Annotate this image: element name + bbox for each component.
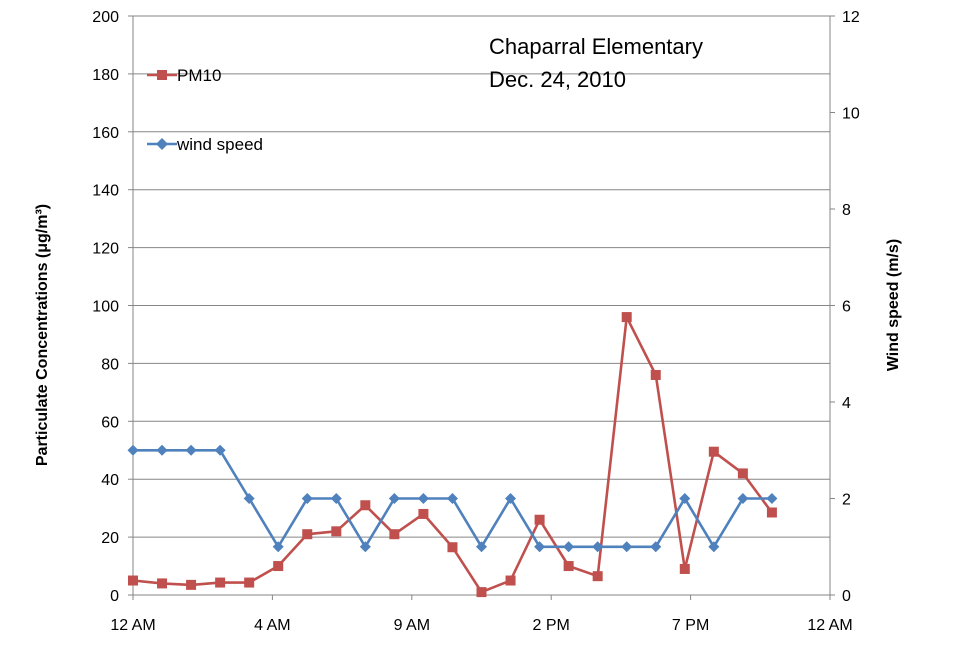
x-axis-tick-label: 4 AM [254, 617, 290, 634]
x-axis-tick-labels: 12 AM 4 AM 9 AM 2 PM 7 PM 12 AM [110, 617, 852, 634]
x-axis-tick-label: 12 AM [807, 617, 852, 634]
data-point-wind-speed [679, 493, 691, 504]
data-point-pm10 [476, 587, 487, 598]
data-point-wind-speed [505, 493, 517, 504]
data-point-wind-speed [272, 541, 284, 553]
right-axis-tick-label: 8 [842, 202, 851, 219]
series-wind-speed [127, 444, 778, 553]
right-axis-tick-label: 4 [842, 395, 851, 412]
left-axis-tick-label: 80 [101, 356, 119, 373]
data-point-wind-speed [708, 541, 720, 553]
legend-marker-pm10 [157, 70, 167, 80]
right-axis-tick-labels: 0 2 4 6 8 10 12 [842, 9, 860, 605]
data-point-pm10 [157, 578, 168, 589]
left-axis-tick-label: 120 [92, 241, 119, 258]
left-axis-tick-label: 140 [92, 183, 119, 200]
legend-label-wind-speed: wind speed [176, 135, 263, 154]
right-axis-tick-label: 2 [842, 492, 851, 509]
data-point-wind-speed [243, 493, 255, 504]
legend: PM10 wind speed [147, 66, 263, 154]
data-point-pm10 [621, 312, 632, 323]
data-point-pm10 [418, 508, 429, 519]
data-point-pm10 [360, 500, 371, 511]
left-axis-tick-label: 20 [101, 530, 119, 547]
left-axis-tick-label: 40 [101, 472, 119, 489]
series-layer [127, 312, 778, 598]
series-pm10 [128, 312, 777, 598]
left-axis-tick-labels: 0 20 40 60 80 100 120 140 160 180 200 [92, 9, 119, 605]
data-point-wind-speed [534, 541, 546, 553]
data-point-pm10 [708, 446, 719, 457]
data-point-pm10 [737, 468, 748, 479]
data-point-wind-speed [417, 493, 429, 504]
data-point-pm10 [302, 529, 313, 540]
data-point-wind-speed [388, 493, 400, 504]
data-point-pm10 [563, 561, 574, 572]
data-point-pm10 [505, 575, 516, 586]
x-axis-tick-label: 9 AM [394, 617, 430, 634]
gridlines [133, 15, 830, 538]
data-point-wind-speed [737, 493, 749, 504]
data-point-wind-speed [214, 444, 226, 456]
data-point-wind-speed [359, 541, 371, 553]
data-point-wind-speed [127, 444, 139, 456]
data-point-pm10 [766, 507, 777, 518]
left-axis-tick-label: 100 [92, 299, 119, 316]
left-axis-title: Particulate Concentrations (μg/m³) [34, 204, 51, 466]
data-point-pm10 [273, 561, 284, 572]
left-axis-tick-label: 160 [92, 125, 119, 142]
data-point-pm10 [244, 577, 255, 588]
data-point-pm10 [679, 563, 690, 574]
x-axis-tick-label: 12 AM [110, 617, 155, 634]
data-point-pm10 [186, 579, 197, 590]
data-point-pm10 [650, 369, 661, 380]
data-point-pm10 [331, 526, 342, 537]
left-axis-tick-label: 180 [92, 67, 119, 84]
axes [128, 15, 835, 600]
data-point-pm10 [389, 529, 400, 540]
right-axis-title: Wind speed (m/s) [885, 239, 902, 371]
right-axis-tick-label: 6 [842, 299, 851, 316]
left-axis-tick-label: 60 [101, 414, 119, 431]
right-axis-tick-label: 12 [842, 9, 860, 26]
data-point-pm10 [215, 577, 226, 588]
legend-marker-wind-speed [156, 138, 168, 150]
legend-label-pm10: PM10 [177, 66, 221, 85]
data-point-pm10 [592, 571, 603, 582]
legend-entry-pm10: PM10 [147, 66, 221, 85]
data-point-wind-speed [766, 493, 778, 504]
right-axis-tick-label: 10 [842, 106, 860, 123]
annotation-date: Dec. 24, 2010 [489, 67, 626, 92]
data-point-pm10 [534, 514, 545, 525]
data-point-wind-speed [621, 541, 633, 553]
data-point-wind-speed [476, 541, 487, 553]
data-point-wind-speed [330, 493, 342, 504]
data-point-wind-speed [185, 444, 197, 456]
x-axis-tick-label: 7 PM [672, 617, 709, 634]
legend-entry-wind-speed: wind speed [147, 135, 263, 154]
left-axis-tick-label: 0 [110, 588, 119, 605]
right-axis-tick-label: 0 [842, 588, 851, 605]
annotation-school: Chaparral Elementary [489, 34, 703, 59]
data-point-wind-speed [563, 541, 575, 553]
data-point-wind-speed [650, 541, 662, 553]
data-point-wind-speed [592, 541, 604, 553]
data-point-pm10 [128, 575, 138, 586]
x-axis-tick-label: 2 PM [533, 617, 570, 634]
data-point-wind-speed [156, 444, 168, 456]
left-axis-tick-label: 200 [92, 9, 119, 26]
data-point-wind-speed [301, 493, 313, 504]
data-point-wind-speed [446, 493, 458, 504]
data-point-pm10 [447, 542, 458, 553]
